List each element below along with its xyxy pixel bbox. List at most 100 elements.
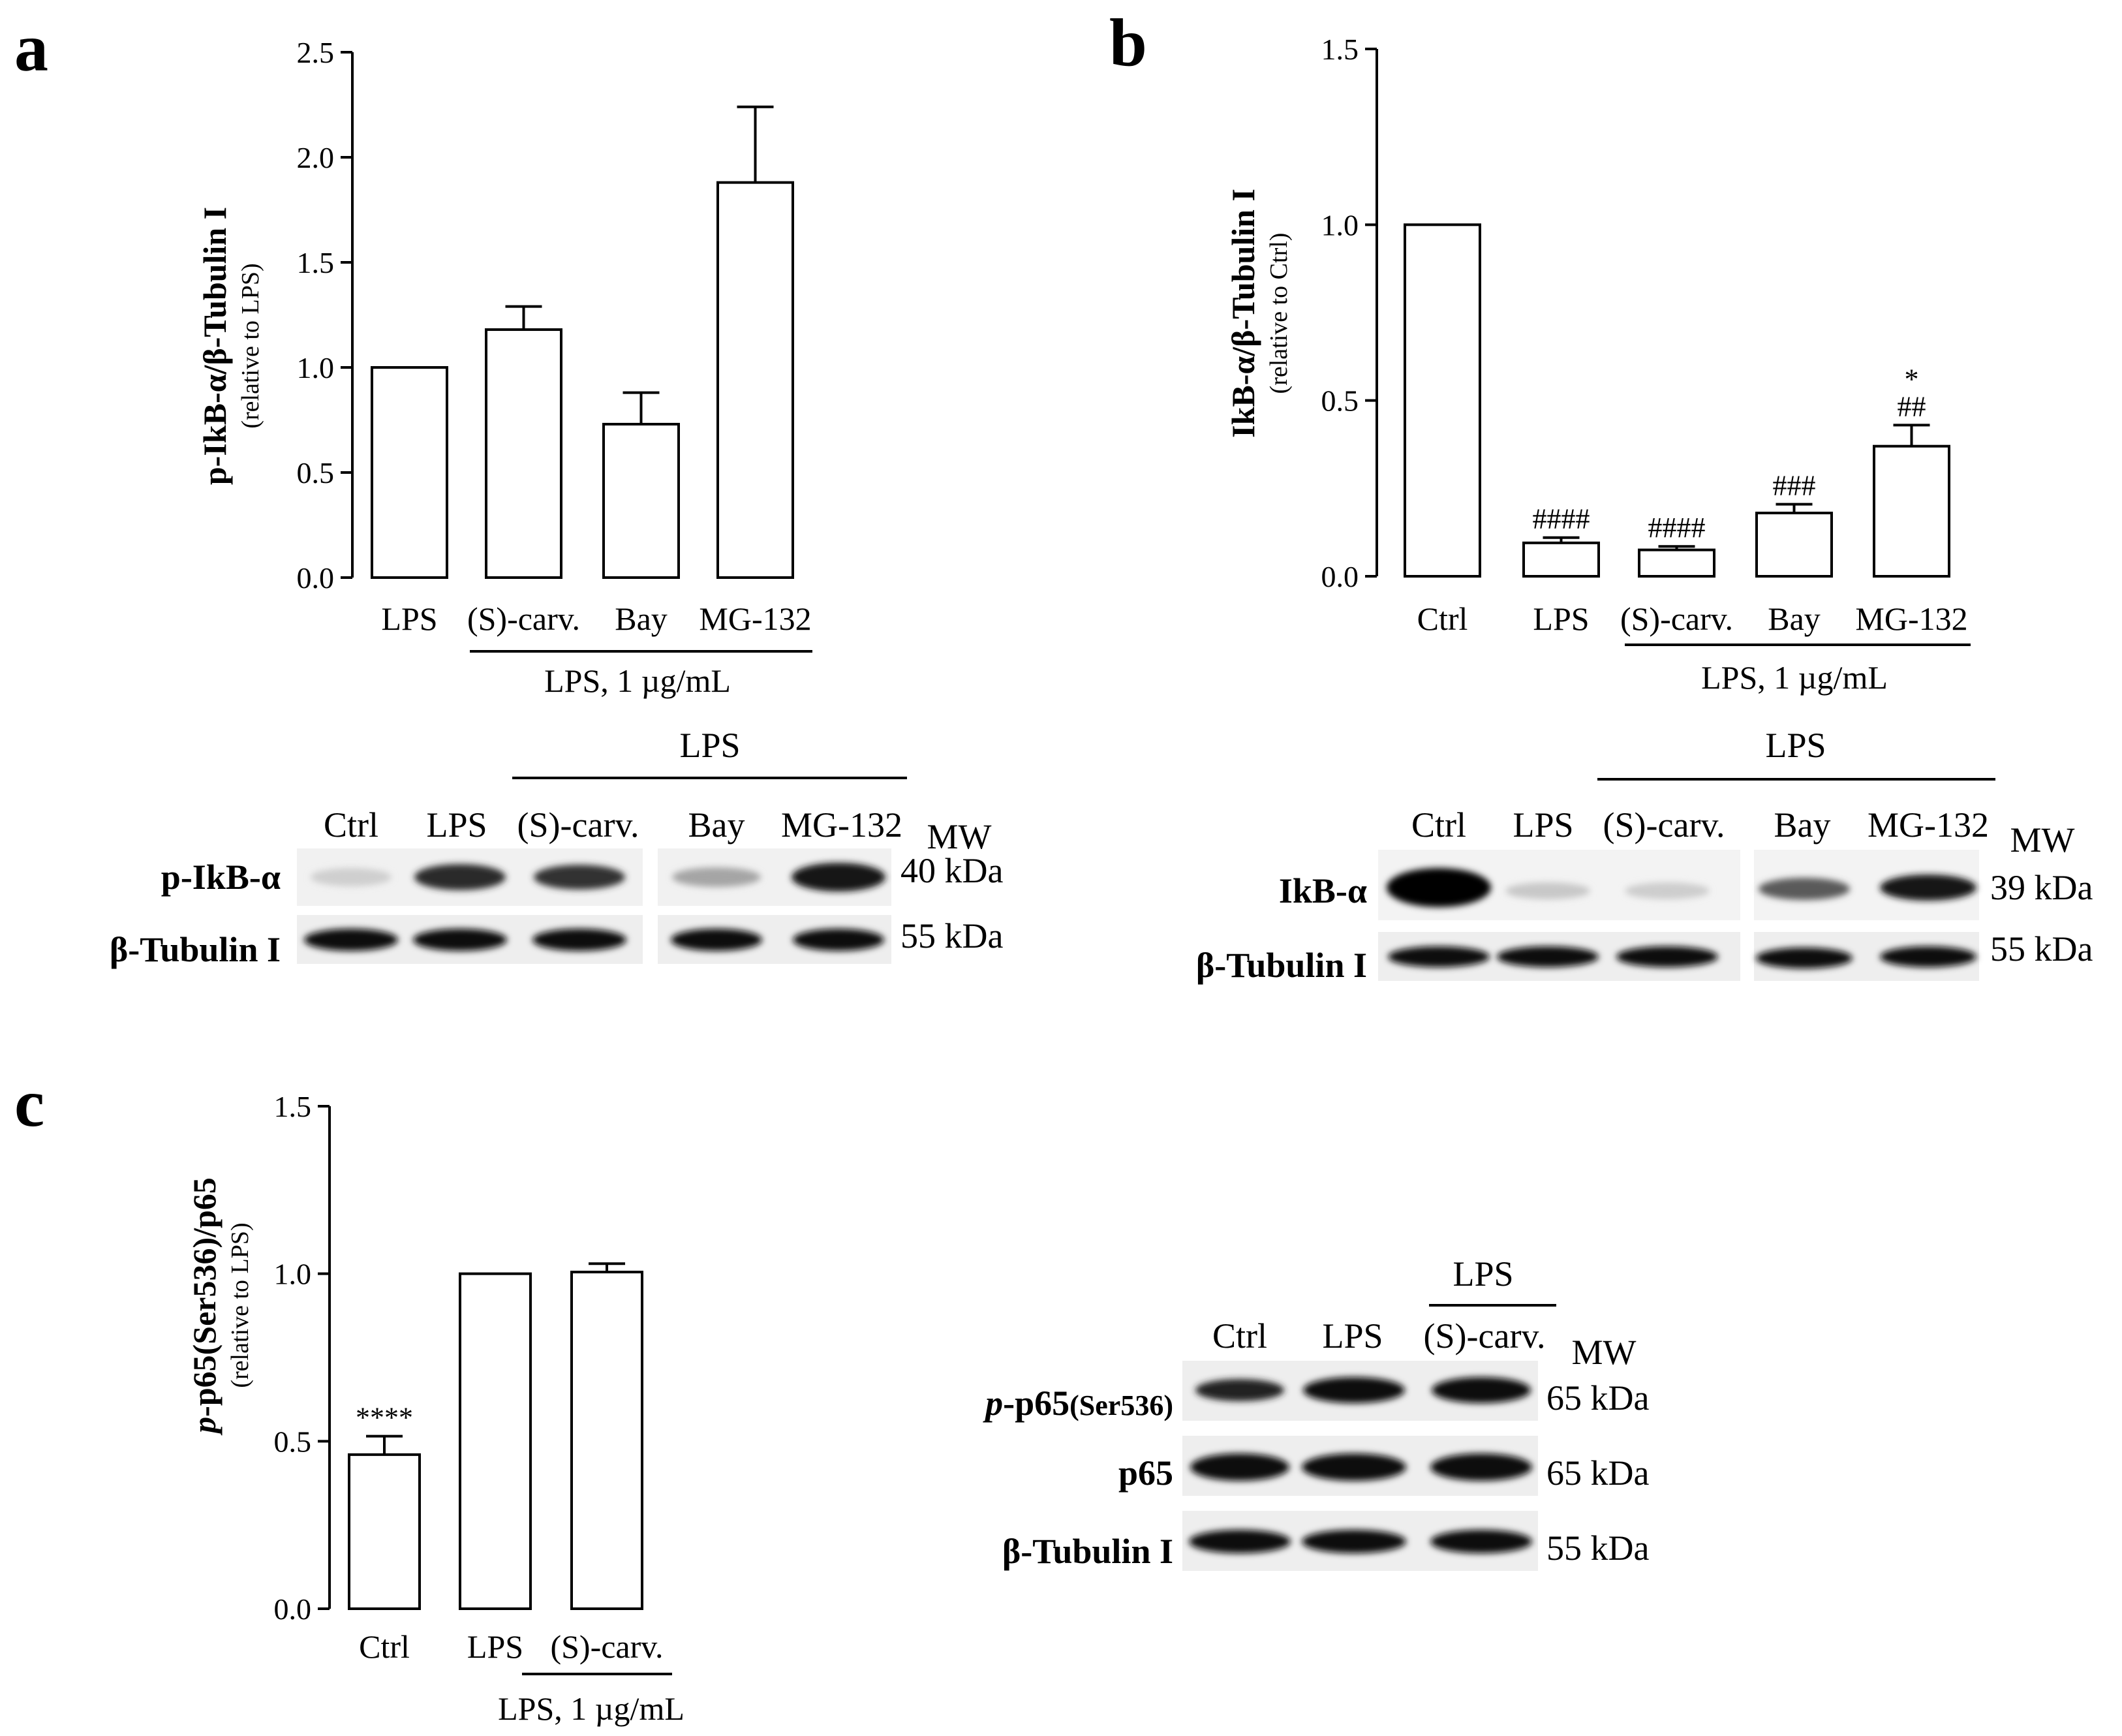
panel-a-treatment-label: LPS, 1 µg/mL: [544, 662, 731, 699]
blot-c-band-p65-lps: [1302, 1453, 1406, 1481]
chart-a-ytick-label: 2.5: [297, 36, 335, 69]
blot-b-band-tub-mg132: [1880, 946, 1976, 967]
panel-a-ylabel: p-IkB-α/β-Tubulin I (relative to LPS): [196, 207, 264, 485]
blot-b-band-tub-scarv: [1616, 946, 1718, 967]
chart-b-category-label: LPS: [1533, 600, 1589, 637]
blot-c-row-label-2: p65: [1118, 1453, 1173, 1493]
blot-a-band-p-ikb-bay: [672, 867, 761, 887]
panel-c-ylabel-main: p-p65(Ser536)/p65: [186, 1177, 223, 1436]
blot-a-lane-5: MG-132: [781, 805, 902, 845]
blot-c-band-pp65-ctrl: [1195, 1379, 1284, 1401]
chart-b-significance-star: *: [1905, 363, 1919, 395]
chart-c-bar: [570, 1271, 643, 1610]
chart-c-bar: [348, 1453, 421, 1611]
blot-c-band-tub-lps: [1302, 1530, 1406, 1553]
blot-c-row-label-1-small: (Ser536): [1069, 1389, 1173, 1421]
blot-a-lane-3: (S)-carv.: [517, 805, 639, 845]
panel-c-treatment-label: LPS, 1 µg/mL: [498, 1690, 684, 1727]
blot-c-band-p65-scarv: [1430, 1453, 1532, 1481]
chart-c-category-label: Ctrl: [359, 1628, 410, 1665]
chart-c-ytick-label: 1.0: [274, 1258, 312, 1291]
blot-a-band-tub-lps: [413, 929, 507, 951]
chart-b-significance-label: ##: [1898, 390, 1926, 422]
chart-b-significance-label: ####: [1533, 503, 1590, 535]
blot-b-band-ikb-mg132: [1880, 875, 1976, 901]
chart-a-category-label: LPS: [381, 600, 437, 637]
blot-a-mw-header: MW: [927, 817, 992, 856]
chart-b-bar: [1873, 444, 1950, 578]
chart-b-category-label: Ctrl: [1417, 600, 1468, 637]
panel-b-ylabel-main: IkB-α/β-Tubulin I: [1225, 189, 1261, 438]
blot-c-row-label-1-main: -p65: [1003, 1384, 1069, 1423]
panel-a-letter: a: [14, 10, 48, 85]
blot-c-lane-1: Ctrl: [1212, 1316, 1267, 1356]
panel-a-ylabel-main: p-IkB-α/β-Tubulin I: [196, 207, 233, 485]
chart-c-significance-label: ****: [356, 1402, 413, 1434]
panel-b-treatment-label: LPS, 1 µg/mL: [1701, 659, 1888, 696]
blot-b-row-mw-2: 55 kDa: [1990, 929, 2093, 969]
blot-b: LPS Ctrl LPS (S)-carv. Bay MG-132 MW IkB…: [1196, 726, 2093, 985]
chart-a-bar: [371, 366, 448, 579]
blot-c-band-tub-ctrl: [1189, 1530, 1291, 1553]
chart-b: 0.0 0.5 1.0 1.5 Ctrl LPS #### (S)-carv. #### Bay #…: [1321, 33, 1968, 637]
blot-a-band-p-ikb-ctrl: [311, 868, 392, 886]
chart-a-ytick-label: 0.5: [297, 456, 335, 489]
blot-c-header: LPS: [1453, 1254, 1513, 1294]
blot-b-header: LPS: [1765, 726, 1826, 765]
blot-c-lane-2: LPS: [1322, 1316, 1383, 1356]
blot-a-band-p-ikb-mg132: [792, 863, 885, 891]
chart-a-ytick-label: 0.0: [297, 561, 335, 595]
blot-b-band-ikb-lps: [1505, 882, 1590, 899]
blot-c-row-label-3: β-Tubulin I: [1002, 1532, 1173, 1571]
blot-a-band-p-ikb-scarv: [534, 865, 625, 890]
panel-b-ylabel-sub: (relative to Ctrl): [1265, 233, 1293, 394]
blot-a-row-mw-1: 40 kDa: [900, 851, 1003, 890]
blot-a-lane-4: Bay: [688, 805, 745, 845]
blot-a: LPS Ctrl LPS (S)-carv. Bay MG-132 MW p-I…: [110, 726, 1004, 969]
blot-b-band-tub-ctrl: [1388, 946, 1490, 967]
blot-a-row-label-1: p-IkB-α: [161, 858, 281, 897]
chart-b-ytick-label: 1.0: [1321, 208, 1359, 241]
panel-c-letter: c: [14, 1066, 44, 1141]
blot-a-band-p-ikb-lps: [414, 864, 506, 890]
blot-b-row-label-2: β-Tubulin I: [1196, 946, 1367, 985]
chart-a: 0.0 0.5 1.0 1.5 2.0 2.5 LPS (S)-carv. Bay MG-132: [297, 36, 812, 637]
chart-b-ytick-label: 0.5: [1321, 384, 1359, 418]
blot-c-row-label-1: p-p65(Ser536): [983, 1384, 1173, 1423]
chart-b-ytick-label: 1.5: [1321, 33, 1359, 66]
chart-b-category-label: (S)-carv.: [1620, 600, 1733, 637]
chart-a-category-label: (S)-carv.: [467, 600, 580, 637]
blot-a-row-mw-2: 55 kDa: [900, 916, 1003, 955]
blot-a-band-tub-ctrl: [304, 929, 398, 951]
chart-c-category-label: LPS: [467, 1628, 523, 1665]
chart-b-category-label: Bay: [1768, 600, 1821, 637]
chart-c-ytick-label: 0.0: [274, 1592, 312, 1626]
chart-b-category-label: MG-132: [1855, 600, 1967, 637]
panel-b-ylabel: IkB-α/β-Tubulin I (relative to Ctrl): [1225, 189, 1293, 438]
blot-b-row-label-1: IkB-α: [1279, 871, 1367, 910]
blot-c-row-label-1-italic: p: [983, 1384, 1003, 1423]
chart-a-bar: [716, 181, 794, 579]
blot-b-row-mw-1: 39 kDa: [1990, 868, 2093, 907]
blot-b-band-ikb-bay: [1759, 878, 1850, 900]
chart-c-bar: [459, 1272, 532, 1610]
chart-c-ytick-label: 0.5: [274, 1425, 312, 1458]
blot-b-band-ikb-scarv: [1625, 882, 1710, 899]
chart-a-ytick-label: 1.0: [297, 351, 335, 384]
panel-c-ylabel: p-p65(Ser536)/p65 (relative to LPS): [186, 1177, 254, 1436]
blot-b-mw-header: MW: [2010, 820, 2075, 860]
chart-b-significance-label: ###: [1773, 470, 1816, 502]
chart-b-bar: [1404, 223, 1481, 578]
blot-b-lane-2: LPS: [1513, 805, 1573, 845]
panel-c-ylabel-italic: p: [186, 1417, 223, 1436]
chart-b-ytick-label: 0.0: [1321, 560, 1359, 593]
blot-b-lane-5: MG-132: [1868, 805, 1989, 845]
blot-a-lane-2: LPS: [426, 805, 487, 845]
blot-c-mw-header: MW: [1572, 1333, 1637, 1372]
blot-a-lane-1: Ctrl: [324, 805, 378, 845]
blot-a-band-tub-bay: [671, 929, 762, 951]
blot-a-header: LPS: [679, 726, 740, 765]
chart-b-bar: [1638, 548, 1715, 578]
blot-b-band-ikb-ctrl: [1387, 868, 1491, 907]
